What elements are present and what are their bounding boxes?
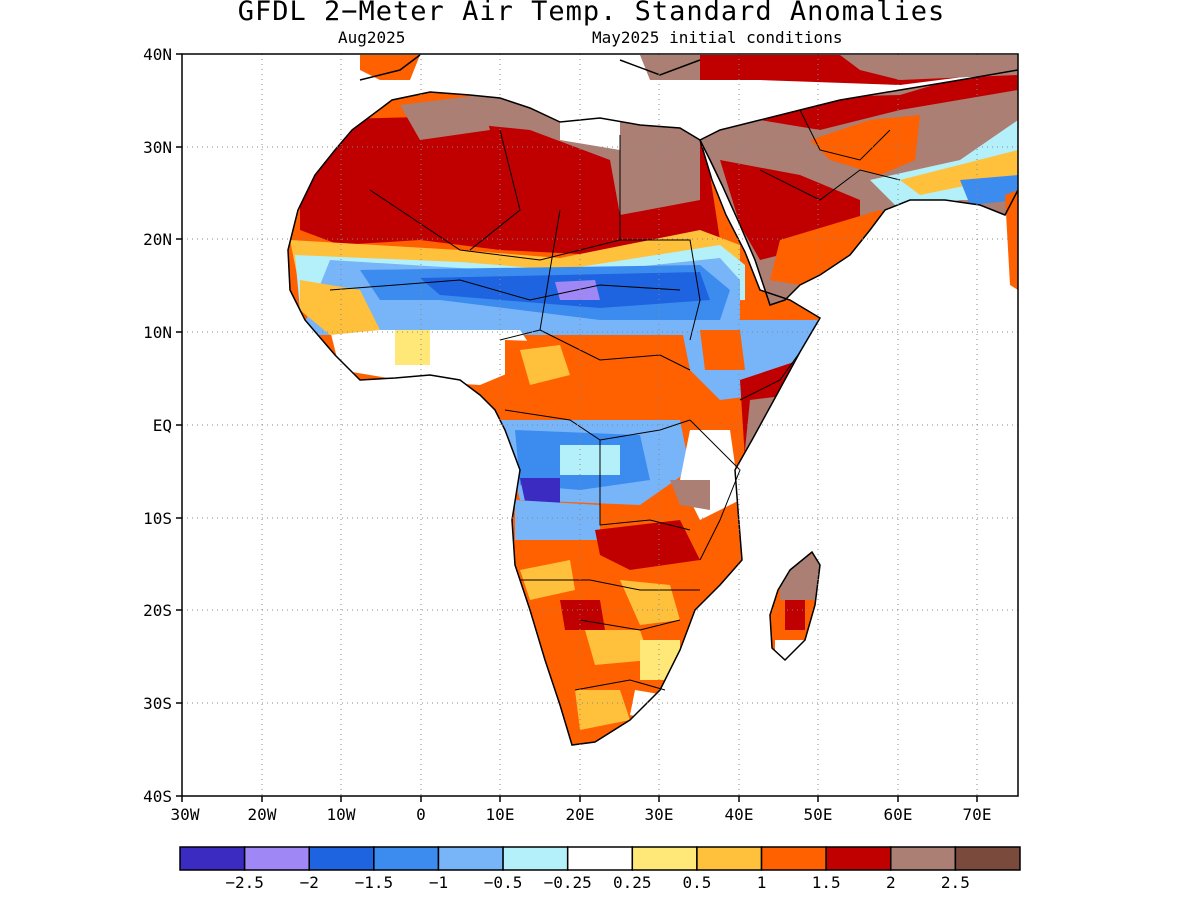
lon-label: 20W	[248, 805, 277, 824]
lat-label: 10N	[143, 323, 172, 342]
colorbar-swatch	[179, 846, 246, 871]
colorbar-label: −1.5	[355, 873, 394, 892]
colorbar-label: −0.25	[544, 873, 592, 892]
colorbar-swatch	[696, 846, 763, 871]
axis-ticks	[176, 53, 978, 802]
lon-label: 40E	[725, 805, 754, 824]
colorbar-swatch	[631, 846, 698, 871]
lat-label: EQ	[153, 416, 172, 435]
colorbar-label: −0.5	[484, 873, 523, 892]
graticule	[182, 54, 1018, 796]
lon-label: 0	[416, 805, 426, 824]
initial-conditions-label: May2025 initial conditions	[592, 28, 843, 47]
longitude-labels: 30W 20W 10W 0 10E 20E 30E 40E 50E 60E 70…	[171, 805, 992, 824]
colorbar-label: 1.5	[812, 873, 841, 892]
colorbar-label: 2	[886, 873, 896, 892]
lat-label: 30N	[143, 138, 172, 157]
colorbar-swatch	[243, 846, 310, 871]
map-title: GFDL 2−Meter Air Temp. Standard Anomalie…	[237, 0, 946, 27]
colorbar-labels: −2.5 −2 −1.5 −1 −0.5 −0.25 0.25 0.5 1 1.5 2 2.5	[225, 873, 969, 892]
colorbar	[179, 846, 1021, 871]
lon-label: 20E	[566, 805, 595, 824]
colorbar-label: −2.5	[225, 873, 264, 892]
colorbar-label: 0.5	[682, 873, 711, 892]
colorbar-swatch	[566, 846, 634, 871]
colorbar-swatch	[373, 846, 440, 871]
colorbar-swatch	[760, 846, 827, 871]
coastlines	[287, 54, 1018, 746]
lon-label: 30E	[645, 805, 674, 824]
country-borders	[329, 109, 901, 691]
colorbar-label: 2.5	[941, 873, 970, 892]
latitude-labels: 40N 30N 20N 10N EQ 10S 20S 30S 40S	[143, 45, 172, 806]
lon-label: 60E	[884, 805, 913, 824]
lon-label: 10W	[327, 805, 356, 824]
lat-label: 40N	[143, 45, 172, 64]
lat-label: 20N	[143, 230, 172, 249]
lon-label: 50E	[804, 805, 833, 824]
lon-label: 70E	[963, 805, 992, 824]
lat-label: 20S	[143, 601, 172, 620]
colorbar-label: 1	[757, 873, 767, 892]
colorbar-label: −1	[429, 873, 448, 892]
colorbar-swatch	[825, 846, 892, 871]
lat-label: 30S	[143, 694, 172, 713]
colorbar-swatch	[954, 846, 1021, 871]
colorbar-swatch	[437, 846, 504, 871]
valid-month-label: Aug2025	[338, 28, 406, 47]
colorbar-swatch	[308, 846, 375, 871]
colorbar-swatch	[502, 846, 569, 871]
lat-label: 10S	[143, 509, 172, 528]
lon-label: 30W	[171, 805, 200, 824]
lon-label: 10E	[486, 805, 515, 824]
colorbar-label: 0.25	[613, 873, 652, 892]
colorbar-swatch	[890, 846, 957, 871]
lat-label: 40S	[143, 787, 172, 806]
colorbar-label: −2	[300, 873, 319, 892]
